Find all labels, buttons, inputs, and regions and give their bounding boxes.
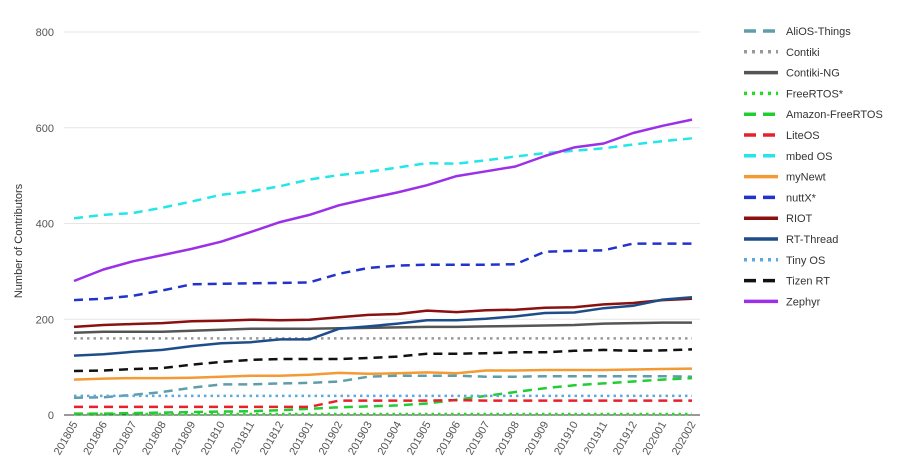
legend-label: nuttX* [786,192,817,204]
x-tick-label: 201901 [287,420,316,458]
y-tick-label: 400 [36,219,54,231]
legend-label: Tiny OS [786,255,825,267]
legend-item: Contiki-NG [744,68,840,80]
x-tick-label: 201812 [258,420,287,458]
x-tick-label: 201810 [199,420,228,458]
x-tick-label: 201909 [523,420,552,458]
series-line-zephyr [73,118,693,283]
legend-label: AliOS-Things [786,26,851,38]
y-tick-label: 0 [48,410,54,422]
legend-item: nuttX* [744,192,817,204]
legend-item: Zephyr [744,296,821,308]
x-tick-label: 201902 [317,420,346,458]
series-line-amazon-freertos [74,376,693,415]
x-tick-label: 201911 [582,420,610,457]
series-line-riot [73,297,693,329]
series-lines [73,118,693,416]
legend-label: Tizen RT [786,276,830,288]
legend-label: myNewt [786,172,826,184]
series-line-tizen-rt [73,348,693,373]
y-tick-label: 800 [36,27,54,39]
series-line-rt-thread [73,295,693,357]
series-line-nuttx [73,242,692,302]
legend-item: Tizen RT [744,276,830,288]
legend-label: Zephyr [786,296,821,308]
series-line-mynewt [73,367,693,381]
x-tick-label: 201809 [170,420,199,458]
legend-label: Contiki-NG [786,68,840,80]
legend-item: AliOS-Things [744,26,851,38]
legend-item: FreeRTOS* [744,88,844,100]
legend-label: RT-Thread [786,234,838,246]
series-line-contiki-ng [73,321,692,334]
x-tick-label: 201903 [346,420,375,458]
x-tick-label: 202002 [670,420,699,458]
x-tick-label: 201806 [81,420,110,458]
legend-label: mbed OS [786,151,832,163]
x-tick-label: 201908 [493,420,522,458]
legend-item: RT-Thread [744,234,838,246]
series-line-liteos [74,398,692,409]
x-tick-label: 201905 [405,420,434,458]
y-axis-ticks: 0 200 400 600 800 [36,27,54,422]
legend: AliOS-Things Contiki Contiki-NG FreeRTOS* Am… [744,26,883,308]
series-line-alios-things [73,374,693,400]
series-line-mbed-os [73,137,693,220]
x-tick-label: 201910 [552,420,581,458]
legend-label: Amazon-FreeRTOS [786,109,883,121]
legend-item: Amazon-FreeRTOS [744,109,883,121]
legend-item: RIOT [744,213,813,225]
x-tick-label: 201805 [52,420,81,458]
legend-label: FreeRTOS* [786,88,844,100]
legend-item: myNewt [744,172,826,184]
legend-item: mbed OS [744,151,832,163]
x-tick-label: 201811 [229,420,257,457]
x-tick-label: 201807 [111,420,140,458]
x-tick-label: 201808 [140,420,169,458]
x-tick-label: 201907 [464,420,493,458]
x-tick-label: 201912 [611,420,640,458]
legend-item: LiteOS [744,130,820,142]
legend-label: Contiki [786,47,820,59]
legend-item: Contiki [744,47,820,59]
legend-item: Tiny OS [744,255,825,267]
x-tick-label: 201906 [434,420,463,458]
y-tick-label: 200 [36,314,54,326]
y-tick-label: 600 [36,123,54,135]
x-tick-label: 201904 [376,420,405,458]
y-axis-label: Number of Contributors [13,183,25,298]
x-tick-label: 202001 [640,420,669,458]
legend-label: RIOT [786,213,813,225]
x-axis-ticks: 201805 201806 201807 201808 201809 201810 2018… [52,420,699,458]
legend-label: LiteOS [786,130,820,142]
